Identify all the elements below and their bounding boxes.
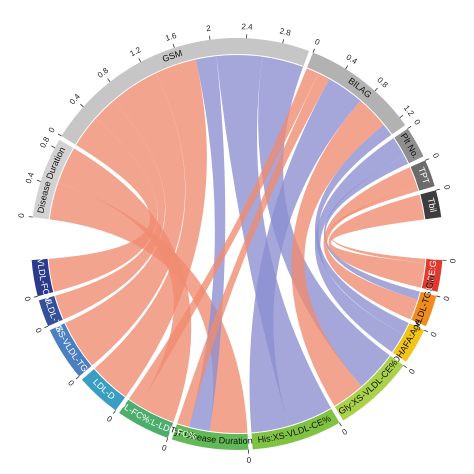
tick-mark [423, 329, 428, 333]
sector-arc [334, 355, 404, 421]
tick-label: 0.4 [24, 171, 36, 185]
sector-arc [61, 38, 310, 145]
tick-label: 1.2 [128, 45, 143, 58]
tick-label: 0 [448, 258, 457, 264]
tick-label: 0 [442, 184, 452, 191]
tick-mark [374, 87, 378, 92]
sector-arc [171, 424, 249, 450]
tick-label: 0.4 [68, 92, 82, 107]
tick-mark [44, 325, 49, 329]
tick-mark [399, 114, 404, 119]
sector-arc [410, 160, 435, 191]
sector-arc [420, 190, 442, 220]
chord [94, 59, 207, 397]
sector-label: Tbil [425, 197, 438, 213]
chord [216, 54, 331, 426]
chord [323, 167, 418, 320]
sector-arc [49, 323, 92, 377]
sector-arc [32, 139, 74, 220]
tick-mark [57, 133, 62, 137]
sector-arc [307, 52, 406, 135]
tick-mark [436, 295, 441, 298]
tick-mark [138, 58, 142, 63]
chord [55, 100, 166, 320]
tick-mark [345, 65, 349, 70]
sector-arc [38, 295, 63, 327]
chord [314, 124, 409, 335]
tick-label: 0.4 [345, 53, 360, 67]
tick-mark [80, 103, 84, 108]
sector-arc [251, 408, 340, 450]
chord [128, 68, 319, 406]
chord [177, 73, 330, 427]
tick-mark [282, 39, 285, 44]
tick-mark [209, 35, 211, 40]
chord [189, 56, 226, 432]
tick-mark [28, 216, 33, 218]
tick-label: 0 [247, 456, 252, 465]
tick-mark [112, 410, 116, 414]
sector-arc [31, 258, 54, 297]
tick-label: 0 [105, 414, 114, 424]
tick-label: 0.8 [375, 75, 390, 89]
tick-label: 1.6 [164, 31, 178, 43]
chord [48, 118, 158, 292]
tick-label: 0 [17, 212, 27, 218]
tick-mark [166, 437, 169, 442]
tick-mark [33, 295, 38, 298]
chord [249, 79, 361, 433]
sector-arc [119, 399, 174, 439]
tick-mark [339, 422, 342, 427]
tick-mark [403, 365, 407, 369]
tick-label: 0 [33, 327, 43, 335]
tick-label: 2.4 [241, 22, 253, 32]
tick-label: 0 [314, 37, 322, 47]
tick-label: 0 [47, 125, 57, 134]
tick-mark [36, 179, 41, 182]
tick-label: 0.8 [38, 135, 51, 150]
tick-label: 0 [412, 118, 422, 127]
chord [314, 138, 405, 353]
tick-mark [312, 48, 315, 53]
tick-mark [425, 158, 430, 161]
sector-arc [421, 258, 443, 292]
tick-label: 0 [23, 296, 33, 303]
tick-label: 0 [429, 330, 439, 338]
tick-label: 0 [66, 379, 76, 389]
tick-label: 0 [431, 152, 441, 160]
sector-label-text: Tbil [425, 197, 438, 213]
sector-arc [411, 291, 437, 327]
tick-mark [435, 188, 440, 191]
tick-label: 2.8 [279, 26, 292, 37]
tick-mark [75, 376, 80, 380]
chord [58, 148, 192, 422]
tick-label: 2 [206, 24, 212, 34]
tick-mark [172, 43, 175, 48]
tick-label: 1.2 [402, 104, 416, 119]
sector-arc [394, 128, 424, 164]
chord [291, 100, 384, 406]
tick-label: 0.8 [96, 66, 111, 80]
sector-arc [392, 323, 425, 362]
chord [329, 186, 426, 264]
tick-label: 0 [407, 367, 417, 376]
chord [328, 194, 426, 288]
tick-mark [107, 78, 111, 83]
chords [48, 54, 426, 434]
tick-label: 0 [161, 443, 169, 453]
tick-mark [51, 145, 56, 149]
chord [65, 73, 186, 366]
tick-mark [407, 126, 412, 129]
sector-arc [81, 369, 126, 411]
tick-label: 0 [341, 427, 350, 437]
tick-label: 0 [442, 295, 452, 302]
